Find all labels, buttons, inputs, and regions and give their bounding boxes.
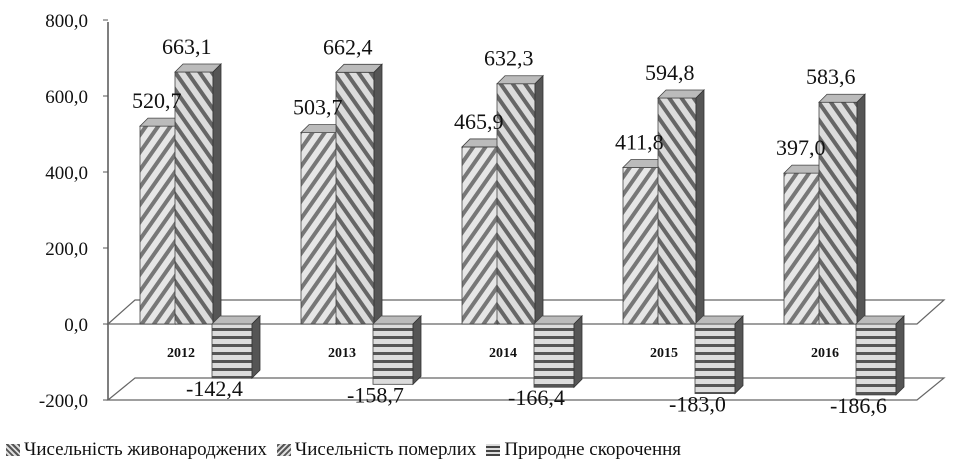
label-layer: 520,7 663,1 -142,4 2012 503,7 662,4 -158,7 2013…: [132, 34, 887, 418]
legend-swatch-births: [6, 444, 20, 456]
data-label-decline: -183,0: [669, 392, 726, 417]
legend-item-deaths: Чисельність померлих: [276, 439, 477, 461]
data-label-deaths: 662,4: [323, 34, 373, 59]
bar-births-face: [783, 172, 821, 325]
category-label: 2015: [650, 346, 678, 361]
y-tick-label: 800,0: [45, 11, 88, 32]
data-label-decline: -166,4: [508, 385, 565, 410]
data-label-deaths: 583,6: [806, 64, 856, 89]
data-label-deaths: 663,1: [162, 34, 212, 59]
bar-decline-side: [251, 315, 261, 380]
bar-deaths-face: [818, 101, 858, 325]
y-tick-label: -200,0: [39, 391, 88, 412]
bar-decline-face: [211, 323, 253, 379]
axis-layer: 800,0 600,0 400,0 200,0 0,0 -200,0: [39, 11, 946, 412]
legend-item-births: Чисельність живонароджених: [6, 439, 267, 461]
bar-deaths: [818, 93, 866, 325]
floor-plane: [106, 377, 946, 401]
bar-decline: [533, 315, 583, 389]
category-label: 2014: [489, 346, 517, 361]
bar-deaths-side: [534, 74, 544, 325]
category-label: 2016: [811, 346, 839, 361]
bar-decline-face: [533, 323, 575, 388]
data-label-births: 465,9: [454, 109, 504, 134]
data-label-deaths: 594,8: [645, 60, 695, 85]
y-tick-label: 200,0: [45, 239, 88, 260]
data-label-decline: -158,7: [347, 382, 404, 407]
data-label-births: 397,0: [776, 135, 826, 160]
bar-decline-face: [372, 323, 414, 385]
y-tick-label: 400,0: [45, 163, 88, 184]
y-tick-label: 600,0: [45, 87, 88, 108]
bar-layer: [139, 63, 905, 396]
bar-births-face: [139, 125, 177, 325]
bar-decline-face: [855, 323, 897, 396]
data-label-births: 520,7: [132, 88, 182, 113]
bar-births-face: [300, 132, 338, 325]
bar-decline-side: [573, 315, 583, 389]
bar-decline-side: [734, 315, 744, 395]
bar-deaths-side: [695, 89, 705, 325]
legend-label-births: Чисельність живонароджених: [24, 439, 267, 460]
bar-deaths-side: [212, 63, 222, 325]
bar-decline: [372, 315, 422, 386]
legend-swatch-deaths: [276, 444, 291, 456]
legend-item-decline: Природне скорочення: [486, 439, 681, 461]
legend-label-deaths: Чисельність померлих: [294, 439, 477, 460]
bar-decline: [694, 315, 744, 395]
bar-deaths: [174, 63, 222, 325]
bar-deaths-face: [335, 71, 375, 325]
bar-deaths-face: [657, 97, 697, 325]
bar-decline: [211, 315, 261, 380]
data-label-births: 503,7: [293, 95, 343, 120]
bar-deaths-side: [373, 63, 383, 325]
data-label-deaths: 632,3: [484, 46, 534, 71]
bar-births-face: [622, 167, 660, 325]
y-tick-label: 0,0: [64, 315, 88, 336]
bar-decline-side: [412, 315, 422, 386]
legend-label-decline: Природне скорочення: [504, 439, 682, 460]
bar-decline: [855, 315, 905, 396]
bar-deaths-side: [856, 93, 866, 325]
bar-deaths-face: [174, 71, 214, 325]
bar-decline-side: [895, 315, 905, 396]
bar-deaths: [496, 74, 544, 325]
data-label-births: 411,8: [615, 130, 664, 155]
legend-swatch-decline: [486, 444, 501, 456]
data-label-decline: -186,6: [830, 393, 887, 418]
bar-decline-face: [694, 323, 736, 394]
category-label: 2013: [328, 346, 356, 361]
bar-deaths: [335, 63, 383, 325]
bar-deaths: [657, 89, 705, 325]
data-label-decline: -142,4: [186, 376, 243, 401]
legend: Чисельність живонароджених Чисельність п…: [6, 438, 956, 462]
bar-births-face: [461, 146, 499, 325]
category-label: 2012: [167, 346, 195, 361]
